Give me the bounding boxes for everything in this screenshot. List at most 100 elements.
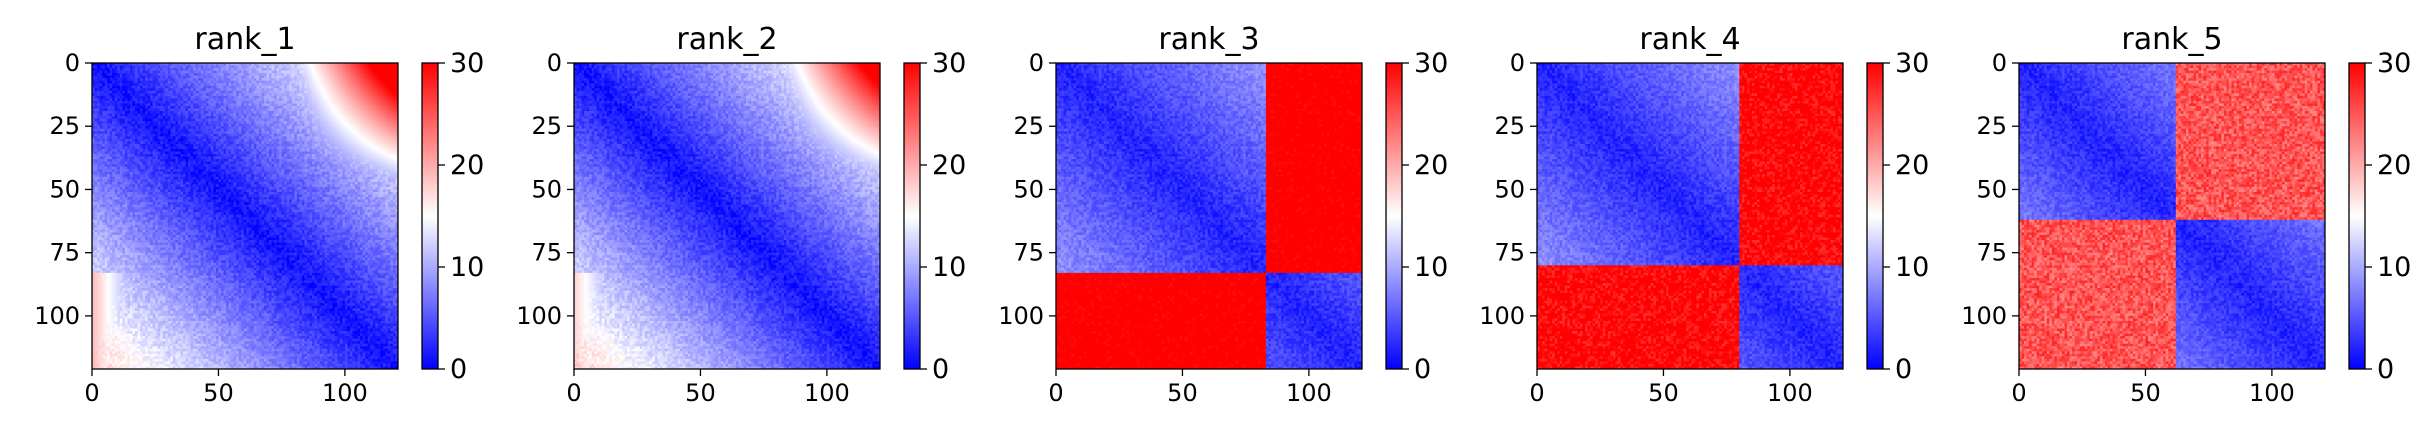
heatmap-cell — [175, 103, 178, 106]
heatmap-cell — [198, 106, 201, 109]
heatmap-cell — [370, 101, 373, 104]
heatmap-cell — [307, 103, 310, 106]
heatmap-cell — [196, 98, 199, 101]
heatmap-cell — [302, 81, 305, 84]
heatmap-cell — [375, 81, 378, 84]
heatmap-cell — [206, 71, 209, 74]
heatmap-cell — [178, 93, 181, 96]
heatmap-cell — [183, 83, 186, 86]
heatmap-cell — [224, 109, 227, 112]
heatmap-cell — [350, 78, 353, 81]
heatmap-cell — [216, 73, 219, 76]
heatmap-cell — [251, 71, 254, 74]
heatmap-cell — [138, 83, 141, 86]
heatmap-cell — [135, 73, 138, 76]
heatmap-cell — [125, 68, 128, 71]
heatmap-cell — [390, 66, 393, 69]
heatmap-cell — [352, 106, 355, 109]
heatmap-cell — [153, 106, 156, 109]
heatmap-cell — [158, 83, 161, 86]
heatmap-cell — [236, 106, 239, 109]
heatmap-cell — [378, 83, 381, 86]
heatmap-cell — [201, 83, 204, 86]
heatmap-cell — [299, 106, 302, 109]
heatmap-cell — [236, 68, 239, 71]
heatmap-cell — [229, 88, 232, 91]
heatmap-cell — [231, 91, 234, 94]
heatmap-cell — [153, 109, 156, 112]
heatmap-cell — [274, 71, 277, 74]
heatmap-cell — [365, 91, 368, 94]
heatmap-cell — [143, 73, 146, 76]
heatmap-cell — [352, 76, 355, 79]
heatmap-cell — [140, 73, 143, 76]
heatmap-cell — [325, 88, 328, 91]
heatmap-cell — [274, 86, 277, 89]
heatmap-cell — [368, 96, 371, 99]
heatmap-cell — [201, 109, 204, 112]
heatmap-cell — [264, 83, 267, 86]
heatmap-cell — [183, 93, 186, 96]
heatmap-cell — [385, 103, 388, 106]
heatmap-cell — [110, 88, 113, 91]
heatmap-cell — [347, 71, 350, 74]
heatmap-cell — [170, 103, 173, 106]
heatmap-cell — [112, 76, 115, 79]
heatmap-cell — [267, 91, 270, 94]
heatmap-cell — [224, 93, 227, 96]
heatmap-cell — [292, 78, 295, 81]
heatmap-cell — [251, 103, 254, 106]
heatmap-cell — [241, 78, 244, 81]
heatmap-cell — [327, 103, 330, 106]
heatmap-cell — [155, 106, 158, 109]
heatmap-cell — [160, 76, 163, 79]
heatmap-cell — [368, 66, 371, 69]
heatmap-cell — [320, 68, 323, 71]
heatmap-cell — [337, 91, 340, 94]
heatmap-cell — [211, 66, 214, 69]
heatmap-cell — [304, 83, 307, 86]
heatmap-cell — [115, 101, 118, 104]
heatmap-cell — [208, 106, 211, 109]
heatmap-cell — [347, 93, 350, 96]
heatmap-cell — [317, 81, 320, 84]
heatmap-cell — [246, 101, 249, 104]
heatmap-cell — [165, 93, 168, 96]
heatmap-cell — [132, 71, 135, 74]
heatmap-cell — [183, 76, 186, 79]
heatmap-cell — [155, 109, 158, 112]
heatmap-cell — [358, 78, 361, 81]
heatmap-cell — [107, 103, 110, 106]
heatmap-cell — [320, 98, 323, 101]
heatmap-cell — [261, 96, 264, 99]
heatmap-cell — [309, 109, 312, 112]
heatmap-cell — [267, 73, 270, 76]
heatmap-cell — [216, 83, 219, 86]
heatmap-cell — [163, 109, 166, 112]
heatmap-cell — [241, 73, 244, 76]
heatmap-cell — [279, 83, 282, 86]
heatmap-cell — [345, 109, 348, 112]
heatmap-cell — [138, 109, 141, 112]
heatmap-cell — [221, 93, 224, 96]
heatmap-cell — [148, 86, 151, 89]
heatmap-cell — [216, 103, 219, 106]
heatmap-cell — [360, 96, 363, 99]
heatmap-cell — [365, 73, 368, 76]
heatmap-cell — [309, 93, 312, 96]
heatmap-cell — [150, 91, 153, 94]
heatmap-cell — [299, 101, 302, 104]
heatmap-cell — [322, 91, 325, 94]
heatmap-cell — [102, 81, 105, 84]
heatmap-cell — [145, 91, 148, 94]
heatmap-cell — [216, 109, 219, 112]
heatmap-cell — [193, 73, 196, 76]
heatmap-cell — [269, 76, 272, 79]
heatmap-cell — [355, 93, 358, 96]
heatmap-cell — [155, 86, 158, 89]
heatmap-cell — [173, 86, 176, 89]
heatmap-cell — [259, 81, 262, 84]
heatmap-cell — [127, 106, 130, 109]
heatmap-cell — [175, 73, 178, 76]
heatmap-cell — [350, 66, 353, 69]
